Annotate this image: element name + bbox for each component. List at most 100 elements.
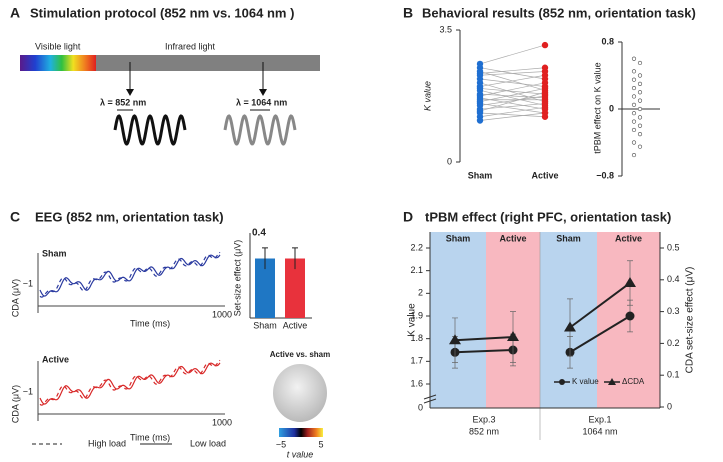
wavelength-label: λ = 1064 nm <box>236 97 287 107</box>
dot <box>637 115 643 120</box>
y-tick-label: 1.7 <box>410 356 423 366</box>
pair-line <box>479 106 546 118</box>
y2-tick-label: 0.4 <box>667 274 680 284</box>
y-axis-label: K value <box>422 81 432 111</box>
dot <box>631 102 637 107</box>
dot <box>631 111 637 116</box>
dot <box>631 127 637 133</box>
pair-line <box>479 82 546 102</box>
point <box>625 311 635 321</box>
condition-label: Active <box>42 354 69 364</box>
y-tick-label: 0 <box>418 402 423 412</box>
dot <box>637 60 643 66</box>
x-tick-label: Sham <box>253 320 277 330</box>
x-tick-label: 1000 <box>212 417 232 427</box>
series-line <box>454 349 514 354</box>
y-tick-label: 0.4 <box>252 228 266 239</box>
dot <box>631 77 637 82</box>
column-label: Active <box>499 233 526 243</box>
panel-label: C <box>10 209 20 225</box>
pair-line <box>479 44 546 65</box>
group-label: Exp.3 <box>472 414 495 424</box>
pair-line <box>479 88 546 95</box>
eeg-trace <box>39 359 221 406</box>
y-tick-label: −0.8 <box>596 170 614 180</box>
legend-label: K value <box>572 377 599 386</box>
y-axis-label: Set-size effect (μV) <box>232 240 242 317</box>
color-bar-label: t value <box>287 449 314 459</box>
wave <box>223 114 297 146</box>
y-tick-label: 2 <box>418 288 423 298</box>
column-label: Sham <box>446 233 471 243</box>
column-label: Active <box>615 233 642 243</box>
panel-title: Stimulation protocol (852 nm vs. 1064 nm… <box>30 5 294 20</box>
pair-line <box>479 103 546 114</box>
y-tick-label: 1.9 <box>410 310 423 320</box>
x-tick-label: 1000 <box>212 309 232 319</box>
dot <box>631 119 637 124</box>
dot <box>541 41 549 49</box>
y-tick-label: 1.8 <box>410 333 423 343</box>
axis-break <box>423 394 437 404</box>
dot <box>541 72 549 79</box>
pair-line <box>479 91 546 112</box>
bar <box>255 258 275 318</box>
legend-label: High load <box>88 438 126 448</box>
infrared-label: Infrared light <box>165 41 216 51</box>
dot <box>541 109 549 117</box>
dot <box>637 106 643 112</box>
condition-label: Sham <box>42 248 67 258</box>
brain-map <box>273 364 327 422</box>
color-bar <box>279 428 323 437</box>
y-tick-label: 0 <box>447 156 452 166</box>
dot <box>541 96 549 103</box>
error-bar <box>292 247 298 270</box>
point <box>564 321 576 332</box>
wave <box>113 114 187 146</box>
y-axis-label: K value <box>407 303 418 337</box>
dot <box>541 104 549 111</box>
group-sublabel: 852 nm <box>469 426 499 436</box>
dot <box>631 94 637 99</box>
band <box>540 232 597 408</box>
dot <box>631 152 637 158</box>
x-axis-label: Time (ms) <box>130 318 170 328</box>
dot <box>631 140 637 145</box>
dot <box>637 90 643 95</box>
y2-tick-label: 0.1 <box>667 370 680 380</box>
dot <box>476 96 484 103</box>
panel-label: A <box>10 5 20 21</box>
legend-marker <box>608 378 616 385</box>
map-title: Active vs. sham <box>270 350 330 359</box>
y2-tick-label: 0.5 <box>667 242 680 252</box>
y2-tick-label: 0 <box>667 401 672 411</box>
band <box>430 232 486 408</box>
dot <box>631 56 637 61</box>
visible-spectrum <box>20 55 96 71</box>
panel-title: EEG (852 nm, orientation task) <box>35 209 224 224</box>
x-tick-label: Active <box>531 170 558 180</box>
y-tick-label: 0 <box>609 103 614 113</box>
y-axis-label: CDA (μV) <box>10 385 20 423</box>
dot <box>637 98 643 103</box>
visible-label: Visible light <box>35 41 81 51</box>
pair-line <box>479 112 546 118</box>
y-tick-label: 2.2 <box>410 242 423 252</box>
y2-tick-label: 0.3 <box>667 306 680 316</box>
point <box>624 276 636 287</box>
arrow-head <box>126 89 134 96</box>
dot <box>637 81 643 86</box>
pair-line <box>479 67 546 74</box>
point <box>449 334 461 345</box>
dot <box>631 85 637 91</box>
series-line <box>569 282 631 329</box>
y2-tick-label: 0.2 <box>667 338 680 348</box>
legend-label: Low load <box>190 438 226 448</box>
y-tick-label: −1 <box>23 386 33 396</box>
y-axis-label: tPBM effect on K value <box>592 62 602 153</box>
panel-title: Behavioral results (852 nm, orientation … <box>422 5 696 20</box>
dot <box>541 64 549 71</box>
dot <box>541 89 549 96</box>
dot <box>631 69 637 74</box>
